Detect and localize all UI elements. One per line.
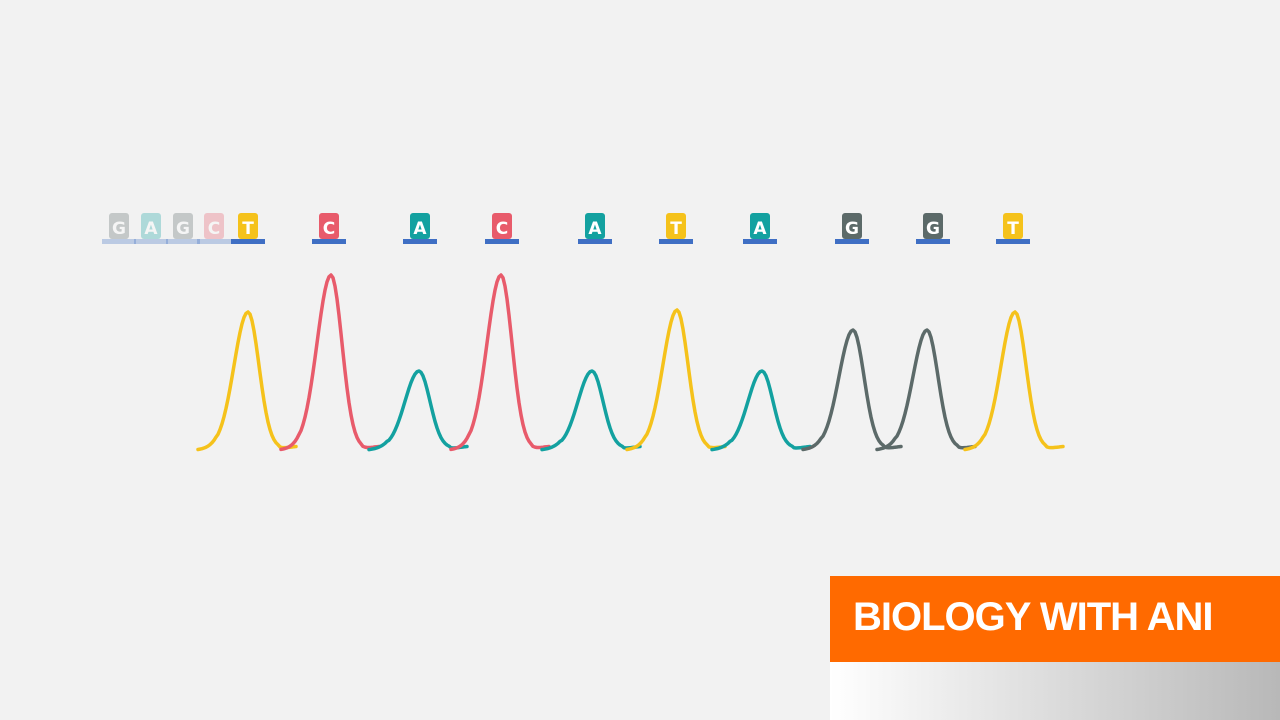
tag-bar xyxy=(166,239,200,244)
base-letter: T xyxy=(670,219,682,239)
tag-body xyxy=(141,213,161,239)
tag-bar xyxy=(102,239,136,244)
tag-body xyxy=(585,213,605,239)
base-letter: A xyxy=(753,219,767,239)
base-tag: T xyxy=(231,213,265,244)
peak xyxy=(279,273,381,452)
tag-body xyxy=(492,213,512,239)
banner-shade xyxy=(830,662,1280,720)
tag-body xyxy=(842,213,862,239)
peak xyxy=(196,310,298,452)
base-tag: G xyxy=(102,213,136,244)
tag-bar xyxy=(134,239,168,244)
base-letter: C xyxy=(208,219,220,239)
chromatogram xyxy=(196,273,1065,452)
tag-body xyxy=(410,213,430,239)
tag-bar xyxy=(996,239,1030,244)
tag-bar xyxy=(403,239,437,244)
brand-title: BIOLOGY WITH ANI xyxy=(853,595,1213,639)
base-tag: T xyxy=(996,213,1030,244)
base-letter: T xyxy=(1007,219,1019,239)
tag-body xyxy=(923,213,943,239)
tag-body xyxy=(109,213,129,239)
peak xyxy=(449,273,551,452)
base-letter: T xyxy=(242,219,254,239)
tag-body xyxy=(173,213,193,239)
base-tag: A xyxy=(743,213,777,244)
peak xyxy=(710,369,812,452)
tag-bar xyxy=(197,239,231,244)
peak xyxy=(625,308,727,452)
base-tag: C xyxy=(197,213,231,244)
tag-body xyxy=(750,213,770,239)
peak xyxy=(540,369,642,452)
base-letter: G xyxy=(176,219,190,239)
base-letter: G xyxy=(926,219,940,239)
tag-bar xyxy=(916,239,950,244)
tag-body xyxy=(666,213,686,239)
base-tag: G xyxy=(835,213,869,244)
tag-body xyxy=(1003,213,1023,239)
tag-bar xyxy=(578,239,612,244)
base-letter: A xyxy=(144,219,158,239)
brand-banner xyxy=(830,576,1280,662)
base-tag: T xyxy=(659,213,693,244)
tag-bar xyxy=(312,239,346,244)
peak xyxy=(875,328,977,452)
peak xyxy=(367,369,469,452)
tag-body xyxy=(319,213,339,239)
tag-bar xyxy=(659,239,693,244)
tag-body xyxy=(204,213,224,239)
base-letter: G xyxy=(112,219,126,239)
peak xyxy=(963,310,1065,452)
tag-bar xyxy=(743,239,777,244)
base-letter: C xyxy=(323,219,335,239)
tag-bar xyxy=(485,239,519,244)
base-letter: A xyxy=(588,219,602,239)
base-tag: C xyxy=(312,213,346,244)
base-tag: G xyxy=(166,213,200,244)
base-tag: A xyxy=(134,213,168,244)
base-letter: C xyxy=(496,219,508,239)
base-letter: G xyxy=(845,219,859,239)
base-tag: A xyxy=(578,213,612,244)
tag-bar xyxy=(835,239,869,244)
tag-body xyxy=(238,213,258,239)
base-tag: G xyxy=(916,213,950,244)
base-tag: A xyxy=(403,213,437,244)
base-tag: C xyxy=(485,213,519,244)
tag-bar xyxy=(231,239,265,244)
base-letter: A xyxy=(413,219,427,239)
